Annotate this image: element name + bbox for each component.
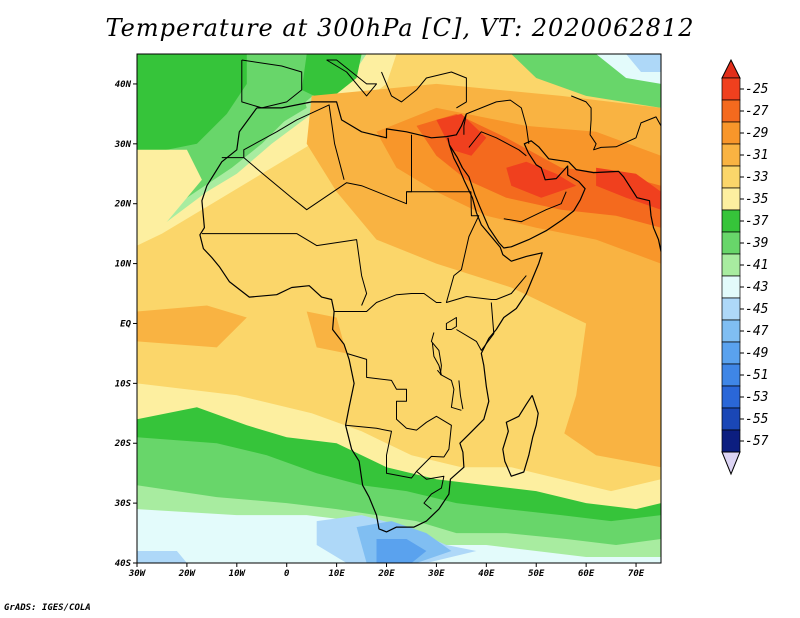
- colorbar-label: -53: [745, 390, 768, 405]
- temp-region-hot-25a: [436, 113, 487, 156]
- colorbar-label: -45: [745, 302, 769, 317]
- colorbar-swatch: [721, 165, 741, 189]
- arabia-persia-coast: [448, 140, 662, 252]
- lon-tick-label: 70E: [628, 569, 645, 579]
- levant-iraq-border: [463, 99, 530, 144]
- colorbar-label: -49: [745, 346, 768, 361]
- maghreb-border: [221, 104, 345, 180]
- colorbar-label: -51: [745, 368, 768, 383]
- lon-tick-label: 60E: [578, 569, 595, 579]
- lon-tick-label: 20W: [178, 569, 197, 579]
- colorbar-swatch: [721, 275, 741, 299]
- colorbar-swatch: [721, 99, 741, 123]
- colorbar-bottom-arrow: [721, 451, 741, 476]
- temp-region-iberia-39: [256, 66, 307, 126]
- colorbar-label: -37: [745, 214, 769, 229]
- balkans-anatolia-coast: [381, 71, 467, 109]
- colorbar-swatch: [721, 209, 741, 233]
- lon-tick-label: 10E: [328, 569, 345, 579]
- north-africa-coast: [256, 101, 467, 139]
- lon-tick-label: 20E: [377, 569, 395, 579]
- lat-tick-label: EQ: [120, 319, 131, 329]
- lake-malawi: [458, 380, 464, 410]
- temp-region-eqatl-31: [137, 305, 247, 348]
- temp-region-nw-37: [137, 54, 247, 156]
- lat-tick-label: 40S: [115, 559, 132, 569]
- colorbar-swatch: [721, 297, 741, 321]
- lat-tick-label: 20N: [114, 200, 132, 210]
- colorbar-label: -41: [745, 258, 768, 273]
- madagascar-coast: [502, 394, 539, 477]
- colorbar-label: -47: [745, 324, 769, 339]
- colorbar-label: -39: [745, 236, 768, 251]
- lon-tick-label: 30E: [427, 569, 445, 579]
- south-africa-interior: [416, 471, 445, 510]
- colorbar-swatch: [721, 143, 741, 167]
- colorbar-swatch: [721, 341, 741, 365]
- temperature-field: [137, 54, 661, 563]
- southern-africa-borders: [345, 352, 452, 479]
- colorbar-label: -43: [745, 280, 768, 295]
- temp-region-sw-45: [137, 551, 187, 563]
- lon-tick-label: 50E: [528, 569, 545, 579]
- lon-tick-label: 30W: [128, 569, 147, 579]
- kenya-border: [456, 302, 495, 351]
- lon-tick-label: 40E: [478, 569, 495, 579]
- lon-tick-label: 0: [284, 569, 290, 579]
- lat-tick-label: 10S: [115, 379, 132, 389]
- east-africa-borders: [430, 332, 462, 411]
- colorbar-label: -29: [745, 126, 768, 141]
- colorbar-swatch: [721, 77, 741, 101]
- colorbar-label: -35: [745, 192, 769, 207]
- iran-afghan-border: [571, 95, 662, 151]
- arabia-north-border: [468, 131, 527, 157]
- temp-region-atl-35: [137, 149, 202, 234]
- temp-region-med-37: [301, 54, 362, 102]
- colorbar-swatch: [721, 253, 741, 277]
- coastlines-borders: [199, 59, 662, 533]
- colorbar-label: -31: [745, 148, 768, 163]
- map-title: Temperature at 300hPa [C], VT: 202006281…: [105, 14, 695, 42]
- africa-coast: [199, 107, 543, 533]
- temp-region-s-49: [376, 539, 427, 563]
- congo-north-border: [334, 293, 442, 312]
- colorbar-label: -33: [745, 170, 768, 185]
- temp-region-madagascar-33: [506, 431, 597, 468]
- yemen-border: [503, 191, 567, 223]
- temp-region-indian-31: [561, 299, 661, 468]
- nile-horn-border: [406, 191, 527, 303]
- sahel-border: [201, 233, 368, 306]
- colorbar-swatch: [721, 319, 741, 343]
- colorbar-swatch: [721, 231, 741, 255]
- iberia-coast: [241, 59, 303, 109]
- lat-tick-label: 30S: [114, 499, 132, 509]
- lat-tick-label: 40N: [115, 80, 132, 90]
- lake-victoria: [445, 317, 457, 330]
- colorbar-swatch: [721, 429, 741, 453]
- italy-coast: [326, 59, 377, 97]
- temp-region-ne-45: [626, 54, 661, 72]
- lon-tick-label: 10W: [229, 569, 247, 579]
- axis-ticks: 30W 20W 10W 0 10E 20E 30E 40E 50E 60E 70E 40N 30N 20N…: [114, 80, 645, 579]
- colorbar-top-arrow: [721, 58, 741, 79]
- colorbar-label: -25: [745, 82, 769, 97]
- colorbar-label: -55: [745, 412, 769, 427]
- lat-tick-label: 30N: [114, 140, 132, 150]
- colorbar-swatch: [721, 363, 741, 387]
- grads-credit: GrADS: IGES/COLA: [4, 603, 91, 613]
- map-frame: [136, 53, 662, 564]
- temp-region-hot-25b: [506, 161, 577, 198]
- colorbar-legend: -25 -27 -29 -31 -33 -35 -37 -39 -41 -43 -45 -47 -49 -…: [721, 58, 769, 476]
- colorbar-swatch: [721, 187, 741, 211]
- colorbar-label: -27: [745, 104, 769, 119]
- lat-tick-label: 20S: [114, 439, 132, 449]
- lat-tick-label: 10N: [115, 260, 132, 270]
- colorbar-swatch: [721, 407, 741, 431]
- colorbar-swatch: [721, 385, 741, 409]
- colorbar-label: -57: [745, 434, 769, 449]
- temp-region-gabon-31: [306, 311, 347, 354]
- colorbar-swatch: [721, 121, 741, 145]
